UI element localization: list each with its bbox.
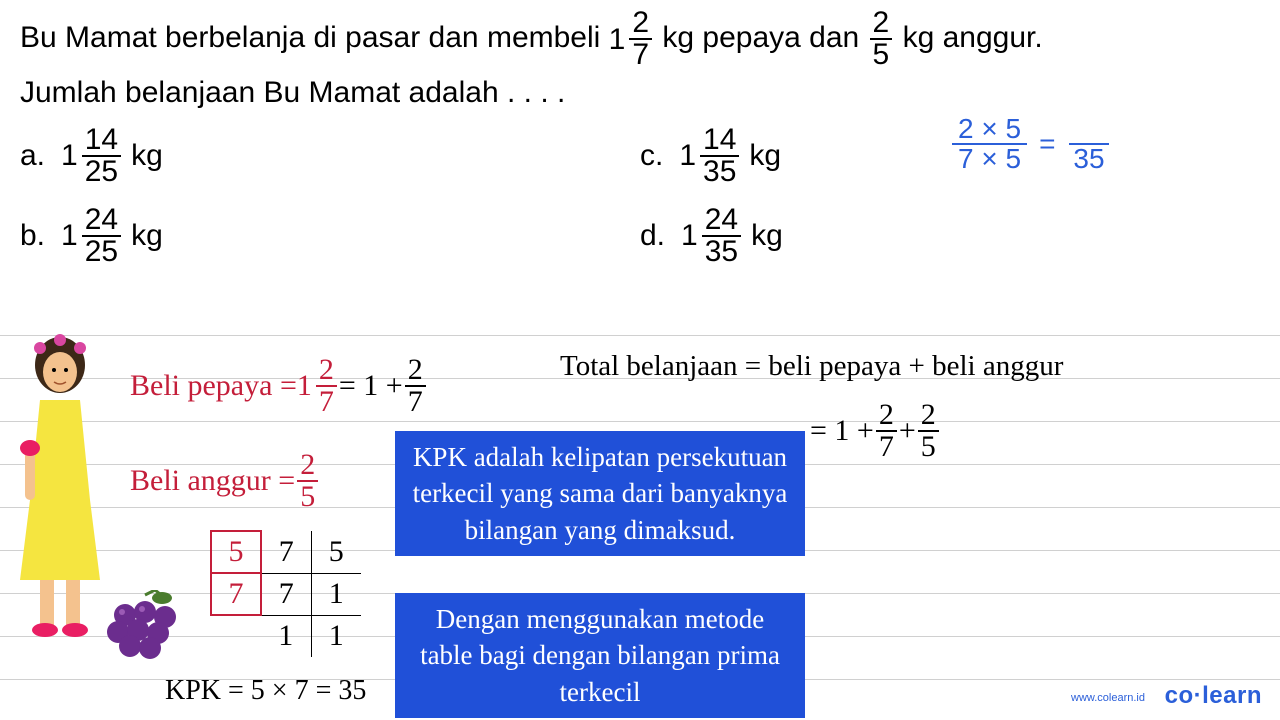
division-table: 5 7 5 7 7 1 1 1 xyxy=(210,530,361,657)
work-area: Beli pepaya = 127 = 1 + 27 Beli anggur =… xyxy=(0,325,1280,720)
option-b: b. 12425 kg xyxy=(20,205,640,267)
q-text-3: kg anggur. xyxy=(894,21,1042,54)
anggur-equation: Beli anggur = 25 xyxy=(130,450,320,512)
brand-url: www.colearn.id xyxy=(1071,692,1145,704)
pepaya-equation: Beli pepaya = 127 = 1 + 27 xyxy=(130,355,428,417)
info-box-kpk: KPK adalah kelipatan persekutuan terkeci… xyxy=(395,431,805,556)
question-text: Bu Mamat berbelanja di pasar dan membeli… xyxy=(0,0,1280,115)
brand-logo: co·learn xyxy=(1165,682,1262,710)
total-calculation: = 1 + 27 + 25 xyxy=(810,400,941,462)
info-box-method: Dengan menggunakan metode table bagi den… xyxy=(395,593,805,718)
option-d: d. 12435 kg xyxy=(640,205,1260,267)
blank-numerator xyxy=(1069,115,1109,145)
pepaya-amount: 127 xyxy=(609,8,654,70)
option-a: a. 11425 kg xyxy=(20,125,640,187)
q-text-2: kg pepaya dan xyxy=(654,21,868,54)
grapes-illustration xyxy=(100,590,190,665)
woman-illustration xyxy=(10,330,110,645)
equals-sign: = xyxy=(1039,128,1055,160)
q-line2: Jumlah belanjaan Bu Mamat adalah . . . . xyxy=(20,76,565,109)
kpk-result: KPK = 5 × 7 = 35 xyxy=(165,675,366,707)
blue-annotation: 2 × 57 × 5 = 35 xyxy=(950,115,1113,173)
anggur-amount: 25 xyxy=(870,8,893,70)
total-equation-label: Total belanjaan = beli pepaya + beli ang… xyxy=(560,350,1063,383)
q-text-1: Bu Mamat berbelanja di pasar dan membeli xyxy=(20,21,609,54)
